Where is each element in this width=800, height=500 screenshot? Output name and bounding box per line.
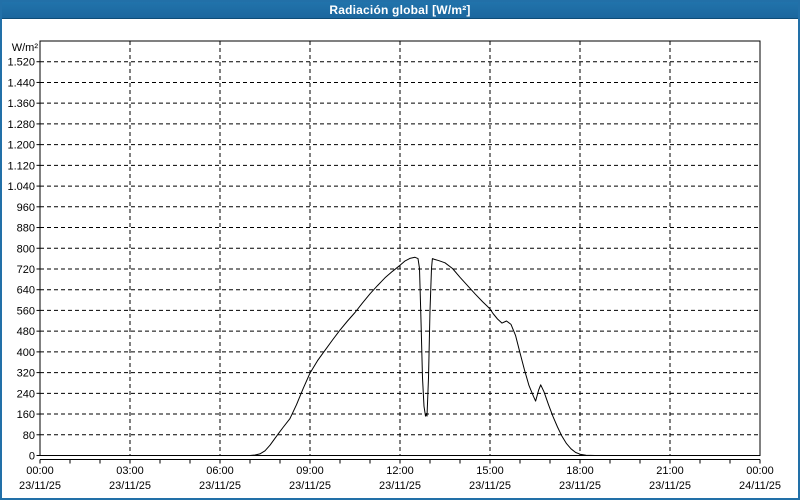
x-tick-time-label: 21:00: [656, 465, 684, 477]
y-axis-unit-label: W/m²: [12, 42, 39, 54]
x-tick-time-label: 15:00: [476, 465, 504, 477]
x-tick-date-label: 23/11/25: [109, 480, 151, 492]
y-tick-label: 1.360: [7, 98, 35, 110]
series-layer: [39, 256, 761, 456]
x-tick-time-label: 00:00: [26, 465, 54, 477]
x-tick-time-label: 06:00: [206, 465, 234, 477]
x-tick-date-label: 23/11/25: [379, 480, 421, 492]
x-tick-time-label: 03:00: [116, 465, 144, 477]
x-tick-time-label: 18:00: [566, 465, 594, 477]
y-tick-label: 160: [17, 409, 35, 421]
y-tick-label: 1.440: [7, 77, 35, 89]
x-tick-date-label: 24/11/25: [739, 480, 781, 492]
x-tick-time-label: 09:00: [296, 465, 324, 477]
y-tick-label: 1.520: [7, 57, 35, 69]
chart-titlebar: Radiación global [W/m²]: [2, 2, 798, 19]
radiation-curve: [39, 256, 761, 456]
axis-layer: [36, 40, 761, 464]
y-tick-label: 320: [17, 368, 35, 380]
grid-layer: [40, 41, 760, 456]
y-tick-label: 1.120: [7, 160, 35, 172]
y-tick-label: 960: [17, 202, 35, 214]
y-tick-label: 1.040: [7, 181, 35, 193]
x-tick-date-label: 23/11/25: [559, 480, 601, 492]
y-tick-label: 560: [17, 305, 35, 317]
radiation-chart: 0 80 160 240 320 400 480 560 640 720 800 880 960 1.04…: [2, 19, 798, 498]
plot-frame: [39, 40, 761, 456]
x-tick-date-label: 23/11/25: [469, 480, 511, 492]
x-tick-date-label: 23/11/25: [19, 480, 61, 492]
x-tick-time-label: 00:00: [746, 465, 774, 477]
y-tick-label: 0: [29, 451, 35, 463]
y-tick-label: 1.200: [7, 140, 35, 152]
y-tick-label: 80: [23, 430, 35, 442]
y-tick-label: 880: [17, 223, 35, 235]
x-tick-date-label: 23/11/25: [649, 480, 691, 492]
y-tick-label: 640: [17, 285, 35, 297]
y-tick-label: 480: [17, 326, 35, 338]
y-tick-label: 720: [17, 264, 35, 276]
label-layer: 0 80 160 240 320 400 480 560 640 720 800 880 960 1.04…: [7, 57, 781, 492]
x-tick-date-label: 23/11/25: [289, 480, 331, 492]
x-tick-date-label: 23/11/25: [199, 480, 241, 492]
y-tick-label: 240: [17, 388, 35, 400]
y-tick-label: 800: [17, 243, 35, 255]
chart-title: Radiación global [W/m²]: [329, 3, 471, 17]
x-tick-time-label: 12:00: [386, 465, 414, 477]
y-tick-label: 400: [17, 347, 35, 359]
y-tick-label: 1.280: [7, 119, 35, 131]
